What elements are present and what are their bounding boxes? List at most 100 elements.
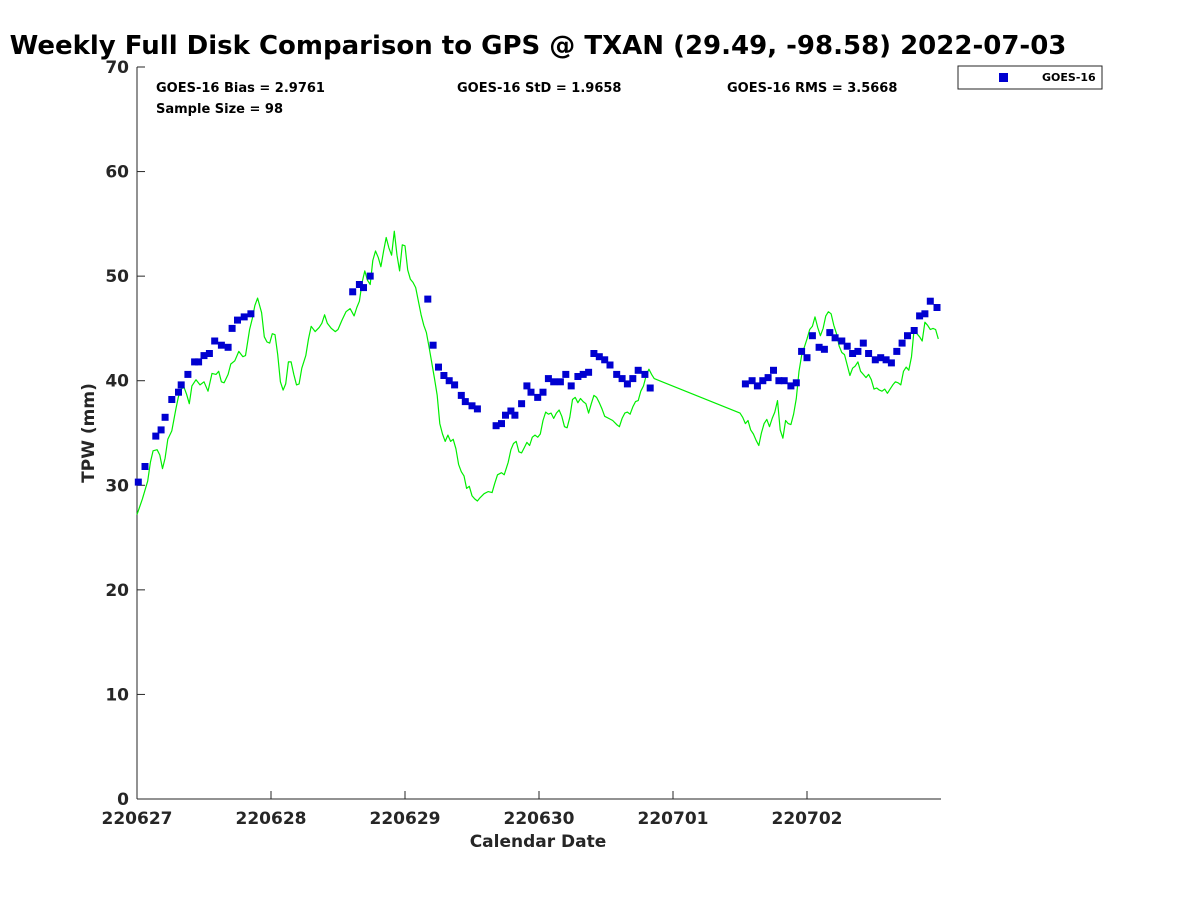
goes-point bbox=[468, 402, 476, 410]
rms-stat: GOES-16 RMS = 3.5668 bbox=[727, 81, 897, 96]
legend: GOES-16 bbox=[957, 65, 1103, 90]
goes-point bbox=[424, 295, 432, 303]
goes-point bbox=[507, 407, 515, 415]
goes-point bbox=[191, 358, 199, 366]
goes-point bbox=[808, 332, 816, 340]
goes-point bbox=[502, 411, 509, 419]
goes-point bbox=[195, 358, 203, 366]
goes-point bbox=[871, 356, 879, 364]
goes-point bbox=[775, 377, 783, 385]
goes-point bbox=[595, 353, 603, 361]
goes-point bbox=[544, 375, 552, 383]
legend-marker-goes bbox=[999, 73, 1008, 82]
goes-point bbox=[854, 347, 862, 355]
goes-point bbox=[498, 420, 505, 428]
x-tick-label: 220629 bbox=[370, 809, 441, 829]
goes-point bbox=[200, 352, 208, 360]
goes-point bbox=[152, 432, 160, 440]
y-tick-label: 70 bbox=[105, 58, 129, 78]
y-tick-label: 0 bbox=[117, 790, 129, 810]
goes-point bbox=[205, 350, 213, 357]
gps-series bbox=[136, 230, 939, 515]
goes-point bbox=[916, 312, 924, 320]
bias-stat: GOES-16 Bias = 2.9761 bbox=[156, 81, 325, 96]
goes-point bbox=[606, 361, 614, 369]
goes-point bbox=[590, 350, 598, 357]
goes-point bbox=[518, 400, 526, 408]
y-tick-label: 40 bbox=[105, 372, 129, 392]
goes-point bbox=[843, 342, 851, 350]
goes-point bbox=[550, 378, 558, 386]
sample-size-stat: Sample Size = 98 bbox=[156, 102, 283, 117]
goes-point bbox=[211, 337, 219, 345]
goes-point bbox=[527, 388, 535, 396]
y-tick-label: 30 bbox=[105, 476, 129, 496]
goes-point bbox=[134, 478, 142, 486]
legend-label-goes: GOES-16 bbox=[1042, 71, 1096, 84]
goes-point bbox=[613, 370, 621, 378]
goes-point bbox=[803, 354, 811, 362]
goes-point bbox=[445, 377, 453, 385]
goes-point bbox=[240, 313, 248, 321]
goes-point bbox=[792, 379, 800, 387]
goes-point bbox=[910, 327, 918, 334]
goes-point bbox=[865, 350, 873, 357]
goes-point bbox=[451, 381, 459, 389]
x-tick-label: 220701 bbox=[638, 809, 709, 829]
y-tick-label: 60 bbox=[105, 163, 129, 183]
goes-series bbox=[134, 272, 941, 486]
goes-point bbox=[780, 377, 788, 385]
y-tick-label: 20 bbox=[105, 581, 129, 601]
goes-point bbox=[933, 304, 941, 311]
x-tick-label: 220630 bbox=[504, 809, 575, 829]
goes-point bbox=[177, 381, 185, 389]
goes-point bbox=[228, 324, 236, 332]
goes-point bbox=[457, 391, 465, 399]
goes-point bbox=[826, 329, 834, 337]
goes-point bbox=[618, 375, 626, 383]
goes-point bbox=[815, 343, 823, 351]
std-stat: GOES-16 StD = 1.9658 bbox=[457, 81, 621, 96]
goes-point bbox=[838, 337, 846, 345]
x-tick-label: 220627 bbox=[102, 809, 173, 829]
goes-point bbox=[898, 339, 906, 347]
goes-point bbox=[770, 366, 777, 374]
goes-point bbox=[893, 347, 901, 355]
goes-point bbox=[574, 373, 582, 380]
goes-point bbox=[556, 378, 564, 386]
goes-point bbox=[764, 374, 772, 382]
goes-point bbox=[753, 382, 761, 390]
goes-point bbox=[492, 422, 500, 430]
goes-point bbox=[175, 388, 182, 396]
chart-title: Weekly Full Disk Comparison to GPS @ TXA… bbox=[10, 31, 1067, 61]
goes-point bbox=[926, 297, 934, 305]
goes-point bbox=[585, 368, 593, 376]
goes-point bbox=[921, 310, 929, 318]
x-tick-label: 220702 bbox=[772, 809, 843, 829]
axes: 0 10 20 30 40 50 60 70 220627 220628 220629 220630 2… bbox=[102, 58, 941, 829]
goes-point bbox=[831, 334, 839, 342]
goes-point bbox=[161, 413, 169, 421]
goes-point bbox=[859, 339, 867, 347]
goes-point bbox=[623, 380, 631, 388]
goes-point bbox=[882, 356, 890, 364]
goes-point bbox=[567, 382, 575, 390]
legend-box bbox=[957, 65, 1103, 90]
y-tick-label: 10 bbox=[105, 685, 129, 705]
gps-line bbox=[136, 230, 939, 515]
goes-point bbox=[641, 370, 649, 378]
goes-point bbox=[523, 382, 531, 390]
goes-point bbox=[360, 284, 367, 292]
goes-point bbox=[646, 384, 654, 392]
goes-point bbox=[366, 272, 374, 280]
goes-point bbox=[511, 411, 519, 419]
goes-point bbox=[435, 363, 442, 371]
goes-point bbox=[748, 377, 756, 385]
x-tick-label: 220628 bbox=[236, 809, 307, 829]
goes-point bbox=[877, 354, 885, 362]
goes-point bbox=[355, 281, 363, 288]
goes-point bbox=[349, 288, 357, 296]
goes-point bbox=[461, 398, 469, 406]
goes-point bbox=[157, 426, 165, 434]
